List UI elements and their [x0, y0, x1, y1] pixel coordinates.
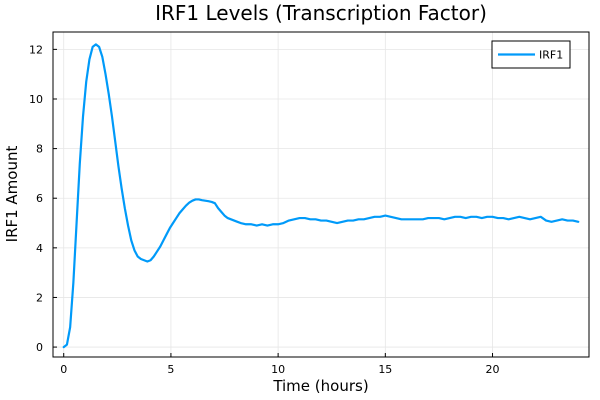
y-tick-label: 2: [36, 291, 43, 304]
y-tick-label: 4: [36, 242, 43, 255]
x-tick-label: 10: [271, 363, 285, 376]
x-tick-label: 20: [486, 363, 500, 376]
legend: IRF1: [491, 40, 571, 69]
x-tick-label: 0: [60, 363, 67, 376]
y-axis-label: IRF1 Amount: [3, 146, 21, 243]
legend-label: IRF1: [539, 49, 563, 62]
x-axis-label: Time (hours): [272, 377, 368, 395]
plot-frame: [52, 31, 590, 358]
series-layer: [62, 43, 580, 349]
y-tick-label: 8: [36, 143, 43, 156]
y-tick-label: 6: [36, 192, 43, 205]
x-tick-label: 5: [167, 363, 174, 376]
y-tick-label: 12: [29, 43, 43, 56]
y-tick-label: 0: [36, 341, 43, 354]
grid: [53, 32, 589, 357]
series-line-irf1: [62, 43, 580, 349]
axis-ticks: 0 5 10 15 20 0 2 4 6 8 10 12: [29, 43, 500, 376]
y-tick-label: 10: [29, 93, 43, 106]
chart-title: IRF1 Levels (Transcription Factor): [155, 1, 487, 25]
x-tick-label: 15: [378, 363, 392, 376]
